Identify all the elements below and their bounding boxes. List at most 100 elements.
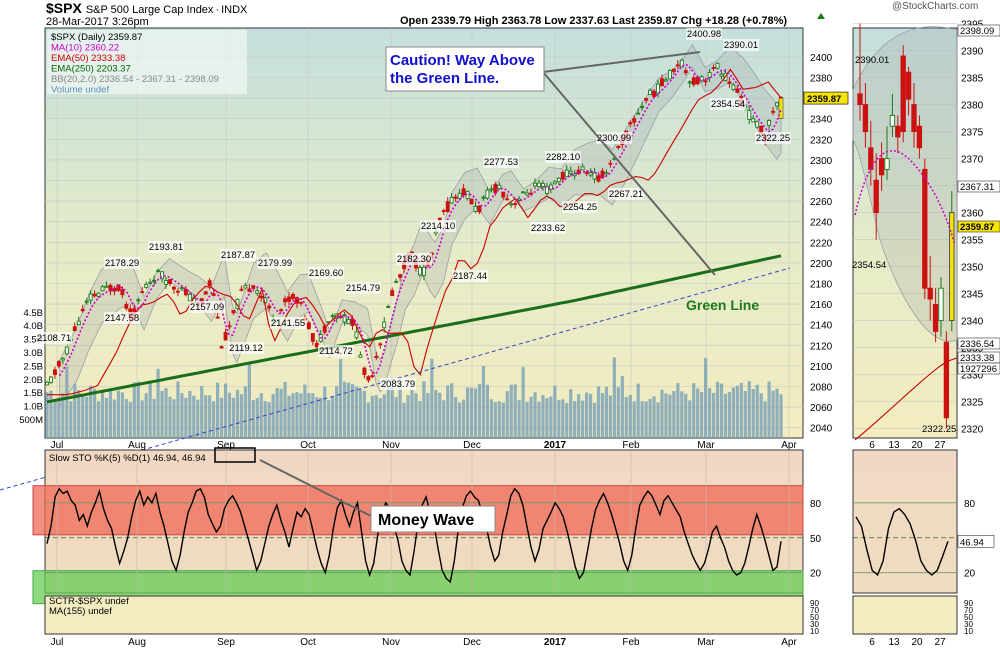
candle (489, 188, 494, 191)
zoom-y-tick-label: 2375 (961, 128, 984, 139)
volume-tick-label: 3.0B (23, 348, 43, 359)
candle (771, 110, 776, 113)
volume-bar (517, 399, 521, 438)
candle (382, 321, 387, 329)
volume-bar (779, 394, 783, 438)
candle (283, 298, 288, 303)
volume-bar (168, 396, 172, 438)
candle (751, 118, 756, 123)
volume-bar (176, 381, 180, 438)
zoom-axis-tag-label: 2359.87 (960, 222, 994, 233)
volume-bar (600, 393, 605, 438)
candle (88, 293, 93, 301)
volume-bar (509, 384, 513, 438)
price-label-bg (308, 267, 344, 279)
candle (485, 189, 490, 199)
candle (600, 170, 605, 179)
quote-datetime: 28-Mar-2017 3:26pm (46, 16, 149, 28)
candle (124, 304, 129, 309)
volume-bar (263, 401, 267, 438)
candle (172, 286, 176, 290)
volume-bar (331, 397, 335, 438)
volume-bar (65, 366, 69, 438)
last-price-tag (803, 91, 849, 105)
zoom-stochastic-line (855, 507, 949, 577)
price-label-bg (686, 28, 722, 40)
candle (548, 184, 553, 190)
volume-bar (588, 393, 593, 438)
zoom-candle (895, 125, 901, 138)
zoom-axis-tag (957, 24, 1000, 37)
zoom-candle (878, 158, 885, 176)
zoom-candle (889, 114, 896, 127)
price-label: 2083.79 (381, 379, 415, 390)
volume-bar (57, 397, 61, 438)
volume-bar (172, 399, 176, 438)
candle (493, 183, 498, 193)
volume-bar (77, 390, 81, 438)
zoom-sctr-tick-label: 70 (964, 606, 973, 615)
volume-bar (696, 388, 700, 438)
zoom-candle (922, 168, 928, 289)
zoom-sto-value: 46.94 (960, 537, 984, 548)
volume-bar (584, 392, 589, 438)
candle (421, 266, 426, 276)
ma155-legend: MA(155) undef (49, 606, 112, 617)
caution-box (385, 46, 545, 92)
volume-bar (521, 367, 525, 438)
money-wave-text: Money Wave (378, 512, 474, 529)
volume-bar (557, 399, 561, 438)
volume-bar (247, 363, 251, 438)
volume-bar (565, 402, 569, 438)
zoom-price-label: 2322.25 (922, 424, 956, 435)
volume-bar (124, 399, 128, 438)
volume-bar (212, 401, 216, 438)
zoom-y-tick-label: 2360 (961, 209, 984, 220)
x-tick-label: Aug (128, 440, 146, 451)
candle (247, 288, 252, 292)
candle (652, 90, 656, 97)
y-tick-label: 2320 (810, 135, 833, 146)
candle (727, 81, 732, 84)
x-tick-label: Oct (300, 440, 316, 451)
callout-line (542, 71, 716, 276)
volume-bar (604, 386, 609, 438)
symbol-label: $SPX (46, 0, 82, 16)
volume-bar (350, 384, 355, 438)
price-label-bg (148, 241, 184, 253)
volume-bar (529, 396, 533, 438)
volume-bar (652, 396, 656, 438)
volume-bar (581, 400, 585, 438)
sto-tick-label: 50 (810, 534, 822, 545)
candle (588, 172, 593, 176)
candle (227, 325, 232, 328)
zoom-sctr-tick-label: 10 (964, 627, 973, 636)
price-label: 2193.81 (149, 242, 183, 253)
price-label: 2169.60 (309, 268, 343, 279)
volume-bar (616, 387, 620, 438)
volume-bar (346, 382, 351, 438)
volume-bar (561, 399, 565, 438)
candle (560, 171, 565, 180)
volume-bar (49, 390, 53, 438)
volume-bar (771, 390, 775, 438)
x-tick-label: 2017 (544, 440, 567, 451)
candle (298, 301, 303, 304)
candle (92, 293, 97, 297)
volume-bar (390, 386, 394, 438)
candle (370, 375, 375, 378)
legend-bg (47, 30, 247, 94)
price-label-bg (545, 151, 581, 163)
candle (239, 288, 244, 291)
candle (235, 298, 240, 310)
zoom-x-tick-label: 20 (911, 637, 923, 648)
volume-bar (569, 389, 573, 438)
candle (346, 319, 351, 325)
price-label-bg (420, 220, 456, 232)
candle (640, 106, 645, 108)
candle (306, 322, 311, 330)
volume-bar (644, 401, 648, 438)
y-tick-label: 2060 (810, 403, 833, 414)
candle (449, 197, 454, 204)
price-label-bg (483, 156, 519, 168)
